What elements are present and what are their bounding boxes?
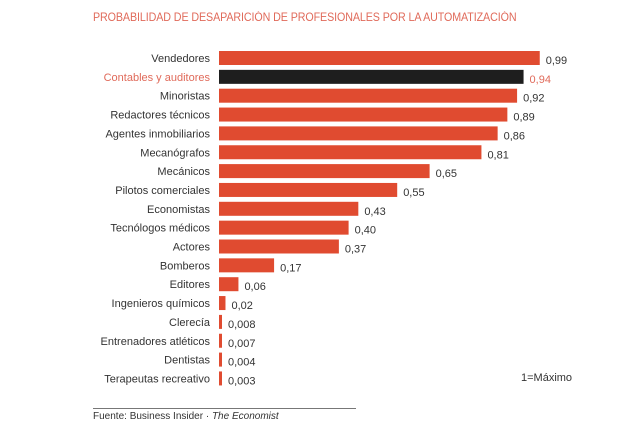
category-label: Economistas <box>147 204 210 216</box>
category-label: Mecánicos <box>157 166 210 178</box>
value-label: 0,89 <box>513 112 534 124</box>
value-label: 0,06 <box>244 281 265 293</box>
bar-6 <box>219 164 430 179</box>
source-prefix: Fuente: Business Insider · <box>93 411 212 422</box>
category-label: Agentes inmobiliarios <box>105 128 210 140</box>
category-label: Minoristas <box>160 91 211 103</box>
category-label: Actores <box>173 242 211 254</box>
source-note: Fuente: Business Insider · The Economist <box>93 411 279 422</box>
category-label: Contables y auditores <box>104 72 211 84</box>
category-label: Tecnólogos médicos <box>110 223 210 235</box>
value-label: 0,65 <box>436 168 457 180</box>
category-label: Redactores técnicos <box>110 110 210 122</box>
category-label: Clerecía <box>169 317 211 329</box>
category-label: Mecanógrafos <box>140 147 210 159</box>
bar-10 <box>219 239 339 254</box>
category-label: Terapeutas recreativo <box>104 373 210 385</box>
value-label: 0,99 <box>546 55 567 67</box>
bar-3 <box>219 107 508 122</box>
value-label: 0,81 <box>487 149 508 161</box>
value-label: 0,003 <box>228 375 256 387</box>
bar-11 <box>219 258 275 273</box>
bar-12 <box>219 277 239 292</box>
bar-8 <box>219 201 359 216</box>
category-label: Dentistas <box>164 355 210 367</box>
value-label: 0,17 <box>280 262 301 274</box>
value-label: 0,02 <box>231 300 252 312</box>
bar-1 <box>219 69 524 84</box>
bar-4 <box>219 126 498 141</box>
bar-14 <box>219 314 222 329</box>
value-label: 0,008 <box>228 319 256 331</box>
bar-16 <box>219 352 222 367</box>
bar-7 <box>219 182 398 197</box>
value-label: 0,94 <box>530 74 551 86</box>
value-label: 0,37 <box>345 244 366 256</box>
category-label: Entrenadores atléticos <box>101 336 211 348</box>
category-label: Pilotos comerciales <box>115 185 210 197</box>
source-publication: The Economist <box>211 411 279 422</box>
scale-note: 1=Máximo <box>521 372 573 384</box>
value-label: 0,004 <box>228 357 256 369</box>
bar-5 <box>219 145 482 160</box>
bar-15 <box>219 333 222 348</box>
category-label: Bomberos <box>160 260 211 272</box>
bar-9 <box>219 220 349 235</box>
value-label: 0,43 <box>364 206 385 218</box>
category-label: Ingenieros químicos <box>112 298 211 310</box>
value-label: 0,92 <box>523 93 544 105</box>
bar-0 <box>219 51 540 65</box>
value-label: 0,55 <box>403 187 424 199</box>
value-label: 0,40 <box>355 225 376 237</box>
category-label: Editores <box>170 279 211 291</box>
category-label: Vendedores <box>151 53 210 65</box>
source-divider <box>93 408 356 409</box>
bar-13 <box>219 296 226 311</box>
bar-2 <box>219 88 518 103</box>
chart-title: PROBABILIDAD DE DESAPARICIÓN DE PROFESIO… <box>93 12 517 24</box>
bar-17 <box>219 371 222 386</box>
value-label: 0,007 <box>228 338 256 350</box>
value-label: 0,86 <box>504 130 525 142</box>
